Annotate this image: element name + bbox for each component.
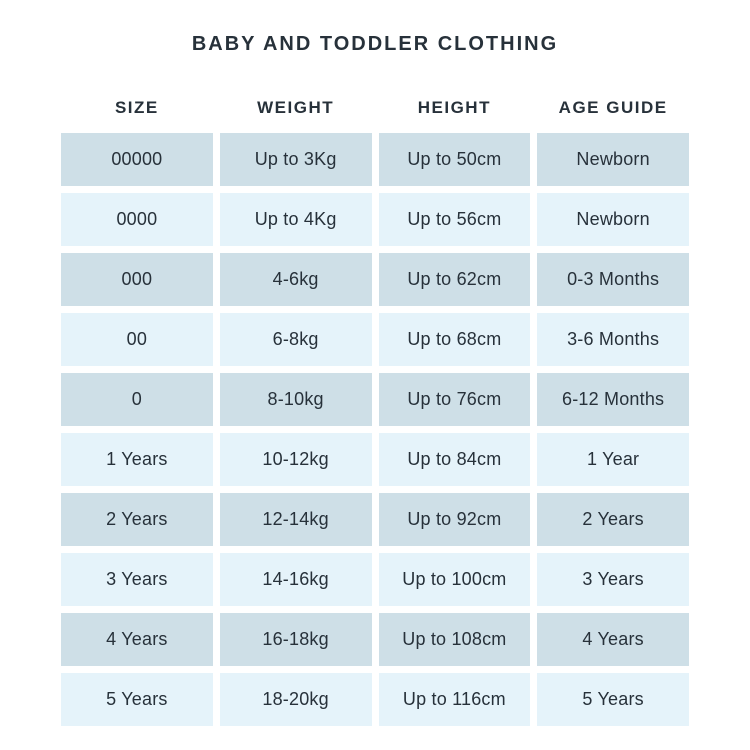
column-header-height: HEIGHT (417, 98, 491, 117)
cell-size: 4 Years (61, 613, 213, 666)
cell-age: 1 Year (537, 433, 689, 486)
cell-weight: 8-10kg (219, 373, 372, 426)
cell-height: Up to 62cm (378, 253, 531, 306)
cell-weight: 18-20kg (219, 673, 372, 726)
cell-weight: 6-8kg (219, 313, 372, 366)
table-row: 4 Years 16-18kg Up to 108cm 4 Years (61, 613, 689, 666)
table-row: 0 8-10kg Up to 76cm 6-12 Months (61, 373, 689, 426)
cell-size: 00 (61, 313, 213, 366)
cell-size: 3 Years (61, 553, 213, 606)
table-row: 00000 Up to 3Kg Up to 50cm Newborn (61, 133, 689, 186)
cell-size: 1 Years (61, 433, 213, 486)
cell-height: Up to 84cm (378, 433, 531, 486)
cell-age: 4 Years (537, 613, 689, 666)
table-row: 00 6-8kg Up to 68cm 3-6 Months (61, 313, 689, 366)
cell-age: 2 Years (537, 493, 689, 546)
cell-age: Newborn (537, 133, 689, 186)
column-header-weight: WEIGHT (257, 98, 335, 117)
table-row: 000 4-6kg Up to 62cm 0-3 Months (61, 253, 689, 306)
cell-height: Up to 100cm (378, 553, 531, 606)
size-guide-table: SIZE WEIGHT HEIGHT AGE GUIDE 00000 Up to… (61, 98, 689, 726)
cell-weight: 10-12kg (219, 433, 372, 486)
cell-height: Up to 68cm (378, 313, 531, 366)
cell-height: Up to 56cm (378, 193, 531, 246)
table-row: 3 Years 14-16kg Up to 100cm 3 Years (61, 553, 689, 606)
column-header-size: SIZE (114, 98, 159, 117)
table-row: 1 Years 10-12kg Up to 84cm 1 Year (61, 433, 689, 486)
cell-weight: 12-14kg (219, 493, 372, 546)
cell-age: 0-3 Months (537, 253, 689, 306)
cell-size: 0000 (61, 193, 213, 246)
cell-size: 5 Years (61, 673, 213, 726)
cell-age: Newborn (537, 193, 689, 246)
table-header-row: SIZE WEIGHT HEIGHT AGE GUIDE (61, 98, 689, 118)
cell-height: Up to 76cm (378, 373, 531, 426)
column-header-age-guide: AGE GUIDE (558, 98, 668, 117)
cell-weight: 4-6kg (219, 253, 372, 306)
cell-size: 000 (61, 253, 213, 306)
cell-size: 00000 (61, 133, 213, 186)
cell-size: 2 Years (61, 493, 213, 546)
cell-age: 3 Years (537, 553, 689, 606)
cell-weight: 16-18kg (219, 613, 372, 666)
cell-size: 0 (61, 373, 213, 426)
table-row: 0000 Up to 4Kg Up to 56cm Newborn (61, 193, 689, 246)
table-row: 5 Years 18-20kg Up to 116cm 5 Years (61, 673, 689, 726)
cell-age: 6-12 Months (537, 373, 689, 426)
cell-height: Up to 116cm (378, 673, 531, 726)
table-body: 00000 Up to 3Kg Up to 50cm Newborn 0000 … (61, 133, 689, 726)
cell-height: Up to 92cm (378, 493, 531, 546)
cell-weight: 14-16kg (219, 553, 372, 606)
cell-weight: Up to 3Kg (219, 133, 372, 186)
cell-height: Up to 50cm (378, 133, 531, 186)
table-row: 2 Years 12-14kg Up to 92cm 2 Years (61, 493, 689, 546)
cell-age: 5 Years (537, 673, 689, 726)
page-title: BABY AND TODDLER CLOTHING (191, 33, 559, 55)
cell-age: 3-6 Months (537, 313, 689, 366)
cell-height: Up to 108cm (378, 613, 531, 666)
cell-weight: Up to 4Kg (219, 193, 372, 246)
